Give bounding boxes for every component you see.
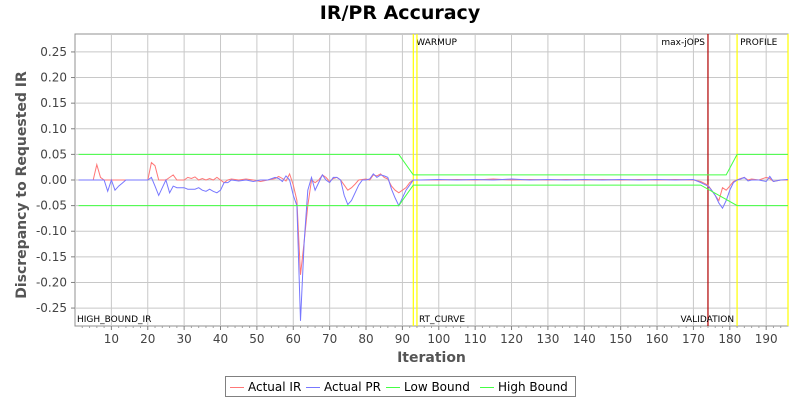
legend-swatch [230, 387, 244, 388]
y-tick-label: 0.25 [40, 45, 67, 59]
x-tick-label: 80 [358, 332, 373, 346]
annotation-label: RT_CURVE [419, 315, 465, 325]
y-tick-label: 0.00 [40, 173, 67, 187]
y-tick-label: 0.10 [40, 122, 67, 136]
legend-swatch [386, 387, 400, 388]
series-line [78, 153, 788, 176]
x-tick-label: 10 [104, 332, 119, 346]
x-tick-label: 40 [213, 332, 228, 346]
annotation-label: VALIDATION [680, 315, 734, 325]
x-tick-label: 170 [682, 332, 705, 346]
x-tick-label: 180 [718, 332, 741, 346]
x-tick-label: 50 [249, 332, 264, 346]
y-tick-label: 0.20 [40, 71, 67, 85]
x-tick-label: 20 [140, 332, 155, 346]
marker-label: max-jOPS [661, 38, 705, 48]
axis-layer: 10 20 30 40 50 60 70 80 90 100 110 120 130 140 150 160 1… [36, 45, 782, 346]
chart-title: IR/PR Accuracy [319, 2, 481, 24]
legend-label: Actual IR [248, 380, 302, 394]
series-line [78, 184, 788, 207]
x-tick-label: 140 [573, 332, 596, 346]
y-tick-label: -0.10 [36, 224, 67, 238]
legend-label: Actual PR [324, 380, 381, 394]
legend: Actual IR Actual PR Low Bound High Bound [225, 376, 576, 397]
series-line [78, 173, 789, 321]
legend-label: Low Bound [404, 380, 470, 394]
x-tick-label: 60 [286, 332, 301, 346]
x-axis-label: Iteration [397, 350, 466, 366]
legend-swatch [306, 387, 320, 388]
y-tick-label: 0.05 [40, 147, 67, 161]
x-tick-label: 130 [536, 332, 559, 346]
y-tick-label: 0.15 [40, 96, 67, 110]
marker-label: PROFILE [740, 38, 778, 48]
x-tick-label: 30 [176, 332, 191, 346]
y-tick-label: -0.25 [36, 301, 67, 315]
x-tick-label: 120 [500, 332, 523, 346]
x-tick-label: 70 [322, 332, 337, 346]
legend-swatch [480, 387, 494, 388]
x-tick-label: 110 [464, 332, 487, 346]
y-axis-label-wrap: Discrepancy to Requested IR [11, 60, 33, 310]
x-tick-label: 190 [755, 332, 778, 346]
series-layer [78, 153, 789, 321]
x-tick-label: 150 [609, 332, 632, 346]
marker-label: WARMUP [416, 38, 457, 48]
legend-label: High Bound [498, 380, 568, 394]
y-tick-label: -0.05 [36, 199, 67, 213]
annotation-layer: HIGH_BOUND_IR RT_CURVE VALIDATION [77, 315, 734, 325]
y-axis-label: Discrepancy to Requested IR [14, 71, 30, 299]
x-tick-label: 160 [646, 332, 669, 346]
y-tick-label: -0.15 [36, 250, 67, 264]
x-tick-label: 100 [427, 332, 450, 346]
annotation-label: HIGH_BOUND_IR [77, 315, 151, 325]
series-line [78, 161, 788, 275]
y-tick-label: -0.20 [36, 275, 67, 289]
x-tick-label: 90 [395, 332, 410, 346]
